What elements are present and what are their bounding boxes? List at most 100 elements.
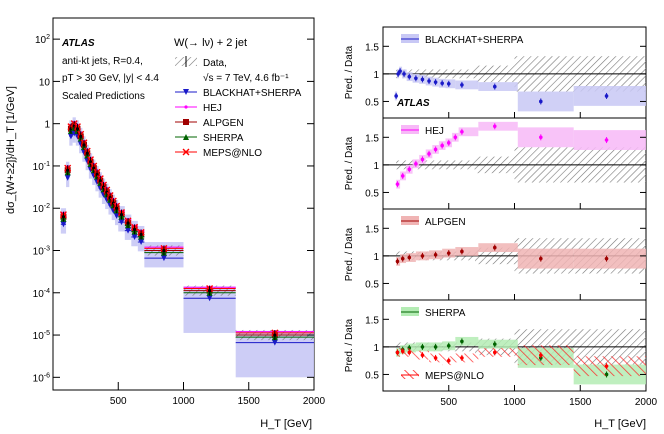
ratio-band-SHERPA [455,336,479,346]
y-tick-label: 1 [44,120,50,131]
legend-label: HEJ [203,103,222,114]
ratio-point-HEJ [492,124,497,129]
ratio-y-tick-label: 0.5 [365,370,379,381]
data-point [75,127,80,131]
ratio-y-tick-label: 1 [373,70,379,81]
ratio-x-tick-label: 500 [440,397,457,408]
ratio-point-BLACKHAT+SHERPA [420,77,425,82]
legend-label: ALPGEN [203,118,244,129]
x-tick-label: 500 [110,396,127,407]
ratio-y-tick-label: 0.5 [365,97,379,108]
ratio-point-ALPGEN [420,254,425,258]
ratio-panels: BLACKHAT+SHERPA 0.5 1 1.5 Pred. / Data ATLAS H… [344,26,658,408]
legend-label: Data, [203,58,227,69]
ratio-point-HEJ [427,152,431,156]
ratio-point-BLACKHAT+SHERPA [460,83,464,87]
ratio-point-MEPS@NLO [446,358,451,363]
data-point [132,227,137,231]
bin-marker-BLACKHAT+SHERPA [206,295,213,302]
ratio-point-HEJ [460,129,464,134]
ratio-point-MEPS@NLO [407,350,412,355]
ratio-band-BLACKHAT+SHERPA [517,91,574,112]
ratio-point-BLACKHAT+SHERPA [407,74,412,79]
ratio-y-label: Pred. / Data [344,318,355,372]
ratio-band-ALPGEN [573,248,646,269]
ratio-point-SHERPA [433,345,438,349]
ratio-point-ALPGEN [446,251,451,255]
y-tick-label: 10-2 [33,203,50,215]
y-tick-label: 102 [35,34,50,46]
legend-swatch-marker-b [182,148,190,156]
y-tick-label: 10-4 [33,288,50,300]
ratio-point-HEJ [395,182,400,186]
ratio-y-label: Pred. / Data [344,136,355,190]
y-tick-label: 10-6 [33,372,50,384]
ratio-point-BLACKHAT+SHERPA [433,80,438,84]
x-tick-label: 1500 [238,396,261,407]
ratio-point-MEPS@NLO [604,364,609,368]
ratio-point-MEPS@NLO [395,350,400,355]
legend-swatch-marker [183,89,189,95]
ratio-y-tick-label: 1.5 [365,224,379,235]
ratio-point-HEJ [433,147,438,152]
bin-marker-BLACKHAT+SHERPA [125,227,132,234]
data-point [208,289,212,293]
bin-marker-BLACKHAT+SHERPA [60,221,67,228]
ratio-band-HEJ [573,130,646,150]
legend-label: BLACKHAT+SHERPA [203,88,302,99]
ratio-band-HEJ [478,121,518,131]
annotation-jets: anti-kt jets, R=0.4, [62,56,143,67]
atlas-label: ATLAS [61,38,95,49]
ratio-band-MEPS@NLO [478,347,518,357]
ratio-point-BLACKHAT+SHERPA [402,72,406,76]
legend-label: SHERPA [203,133,244,144]
x-tick-label: 2000 [303,396,326,407]
ratio-band-ALPGEN [517,248,574,269]
ratio-legend-label: ALPGEN [425,217,466,228]
ratio-y-tick-label: 1 [373,252,379,263]
ratio-point-ALPGEN [460,249,464,254]
bin-marker-BLACKHAT+SHERPA [64,174,71,181]
legend-label: MEPS@NLO [203,148,262,159]
ratio-band-BLACKHAT+SHERPA [478,82,518,91]
x-tick-label: 1000 [172,396,195,407]
ratio-band-MEPS@NLO [517,345,574,366]
ratio-point-BLACKHAT+SHERPA [539,99,543,104]
ratio-point-HEJ [414,161,418,166]
ratio-point-BLACKHAT+SHERPA [604,94,609,98]
bin-marker-BLACKHAT+SHERPA [118,219,125,226]
annotation-cuts: pT > 30 GeV, |y| < 4.4 [62,73,159,84]
ratio-point-SHERPA [446,343,451,348]
ratio-y-tick-label: 1.5 [365,42,379,53]
ratio-point-HEJ [446,141,451,145]
data-point [139,232,143,237]
ratio-point-ALPGEN [492,245,497,250]
ratio-point-ALPGEN [407,255,412,260]
ratio-point-HEJ [407,167,412,172]
ratio-point-MEPS@NLO [433,356,438,360]
data-point [115,206,119,210]
ratio-point-ALPGEN [539,256,543,261]
legend-swatch-marker [183,134,189,140]
ratio-point-HEJ [453,135,458,140]
ratio-band-ALPGEN [455,247,479,256]
ratio-band-BLACKHAT+SHERPA [573,86,646,106]
ratio-point-HEJ [420,157,425,162]
ratio-point-MEPS@NLO [539,353,543,357]
ratio-y-label: Pred. / Data [344,227,355,281]
ratio-point-SHERPA [492,342,497,346]
ratio-x-tick-label: 2000 [635,397,658,408]
ratio-band-MEPS@NLO [455,353,479,363]
ratio-panel-1: BLACKHAT+SHERPA 0.5 1 1.5 Pred. / Data ATLAS [344,26,647,119]
main-x-label: H_T [GeV] [260,418,312,430]
ratio-legend-label: BLACKHAT+SHERPA [425,35,524,46]
ratio-y-tick-label: 1.5 [365,133,379,144]
data-point [82,143,86,147]
y-tick-label: 10 [39,77,51,88]
ratio-band-SHERPA [478,339,518,349]
ratio-panel-3: ALPGEN 0.5 1 1.5 Pred. / Data [344,208,647,301]
bin-marker-BLACKHAT+SHERPA [271,339,278,346]
ratio-point-SHERPA [460,339,464,344]
bin-marker-BLACKHAT+SHERPA [160,255,167,262]
ratio-point-MEPS@NLO [420,353,425,357]
